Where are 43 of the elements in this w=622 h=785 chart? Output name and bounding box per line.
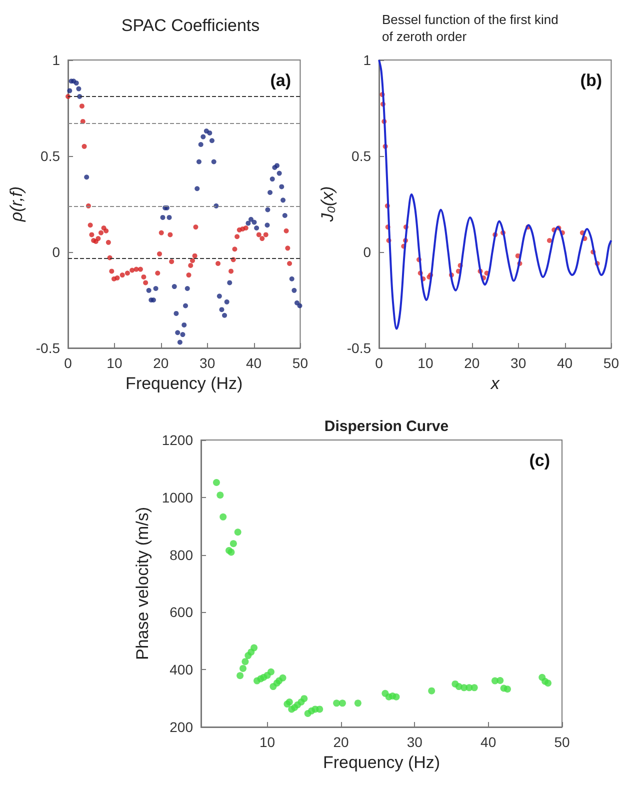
x-tick-label: 50: [603, 355, 620, 371]
y-tick-label: 800: [170, 546, 194, 563]
y-tick-label: 600: [170, 604, 194, 620]
y-tick-label: 0: [52, 244, 60, 260]
x-tick-label: 40: [480, 734, 496, 750]
y-tick-label: -0.5: [346, 340, 372, 356]
x-tick-label: 20: [333, 734, 349, 750]
x-axis-title: Frequency (Hz): [126, 374, 243, 393]
annotation: (c): [529, 451, 550, 470]
x-tick-label: 30: [510, 355, 526, 371]
x-tick-label: 40: [246, 355, 262, 371]
y-axis-title: J₀(x): [318, 186, 337, 223]
chart-title: Bessel function of the first kind of zeroth order: [382, 12, 562, 44]
x-tick-label: 30: [406, 734, 423, 750]
y-tick-label: 1: [363, 52, 372, 68]
x-tick-label: 10: [106, 355, 122, 371]
x-axis-title: Frequency (Hz): [322, 752, 440, 772]
y-tick-label: -0.5: [36, 340, 60, 356]
x-tick-label: 0: [375, 355, 384, 371]
x-tick-label: 20: [464, 355, 480, 371]
y-tick-label: 200: [170, 719, 194, 735]
y-tick-label: 1: [52, 52, 60, 68]
x-tick-label: 20: [153, 355, 169, 371]
y-tick-label: 1000: [162, 489, 194, 506]
y-tick-label: 1200: [162, 432, 194, 448]
x-tick-label: 50: [554, 734, 570, 750]
y-tick-label: 0: [363, 244, 372, 260]
y-tick-label: 400: [170, 662, 194, 678]
x-tick-label: 10: [260, 734, 276, 750]
y-tick-label: 0.5: [40, 148, 60, 164]
x-axis-title: x: [490, 374, 500, 393]
x-tick-label: 10: [418, 355, 434, 371]
chart-title: SPAC Coefficients: [121, 16, 260, 35]
y-axis-title: ρ(r,f): [7, 186, 26, 223]
x-tick-label: 0: [64, 355, 72, 371]
chart-title: Dispersion Curve: [324, 418, 449, 435]
x-tick-label: 40: [556, 355, 573, 371]
y-axis-title: Phase velocity (m/s): [132, 506, 152, 660]
annotation: (b): [580, 71, 602, 90]
x-tick-label: 30: [200, 355, 216, 371]
annotation: (a): [270, 71, 292, 90]
x-tick-label: 50: [292, 355, 308, 371]
y-tick-label: 0.5: [352, 148, 372, 164]
